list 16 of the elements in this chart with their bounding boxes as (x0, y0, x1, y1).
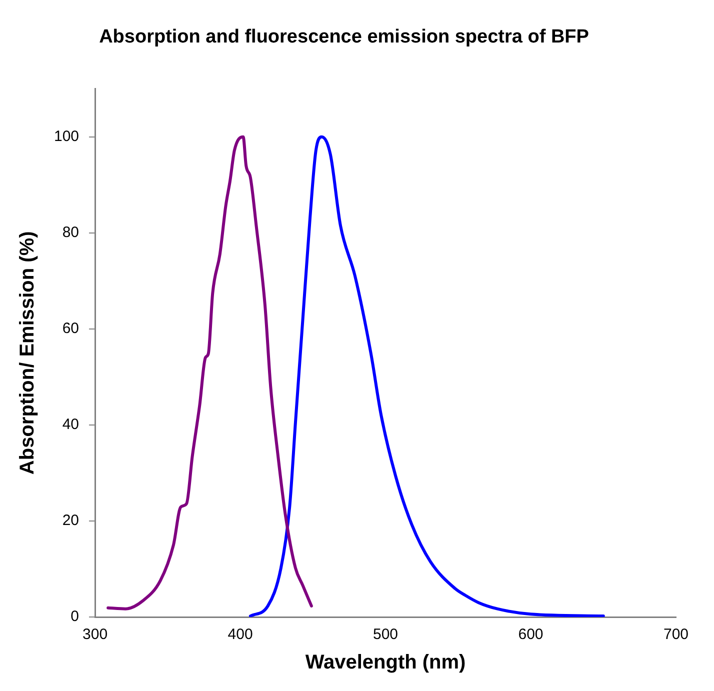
x-axis-title: Wavelength (nm) (305, 652, 466, 674)
y-tick-label: 60 (62, 320, 80, 338)
line-series (248, 135, 605, 617)
x-tick-label: 300 (82, 626, 108, 644)
y-tick-label: 40 (62, 416, 80, 434)
y-tick-label: 20 (62, 512, 80, 530)
x-tick-label: 700 (663, 626, 689, 644)
line-series (106, 135, 313, 610)
y-tick-label: 0 (70, 608, 80, 626)
x-tick-label: 600 (518, 626, 544, 644)
chart-title: Absorption and fluorescence emission spectra of BFP (99, 26, 590, 48)
x-tick-label: 500 (373, 626, 398, 644)
y-tick-label: 100 (54, 128, 80, 145)
y-axis-title: Absorption/ Emission (%) (16, 231, 39, 475)
x-tick-label: 400 (228, 626, 253, 644)
y-tick-label: 80 (62, 224, 80, 241)
